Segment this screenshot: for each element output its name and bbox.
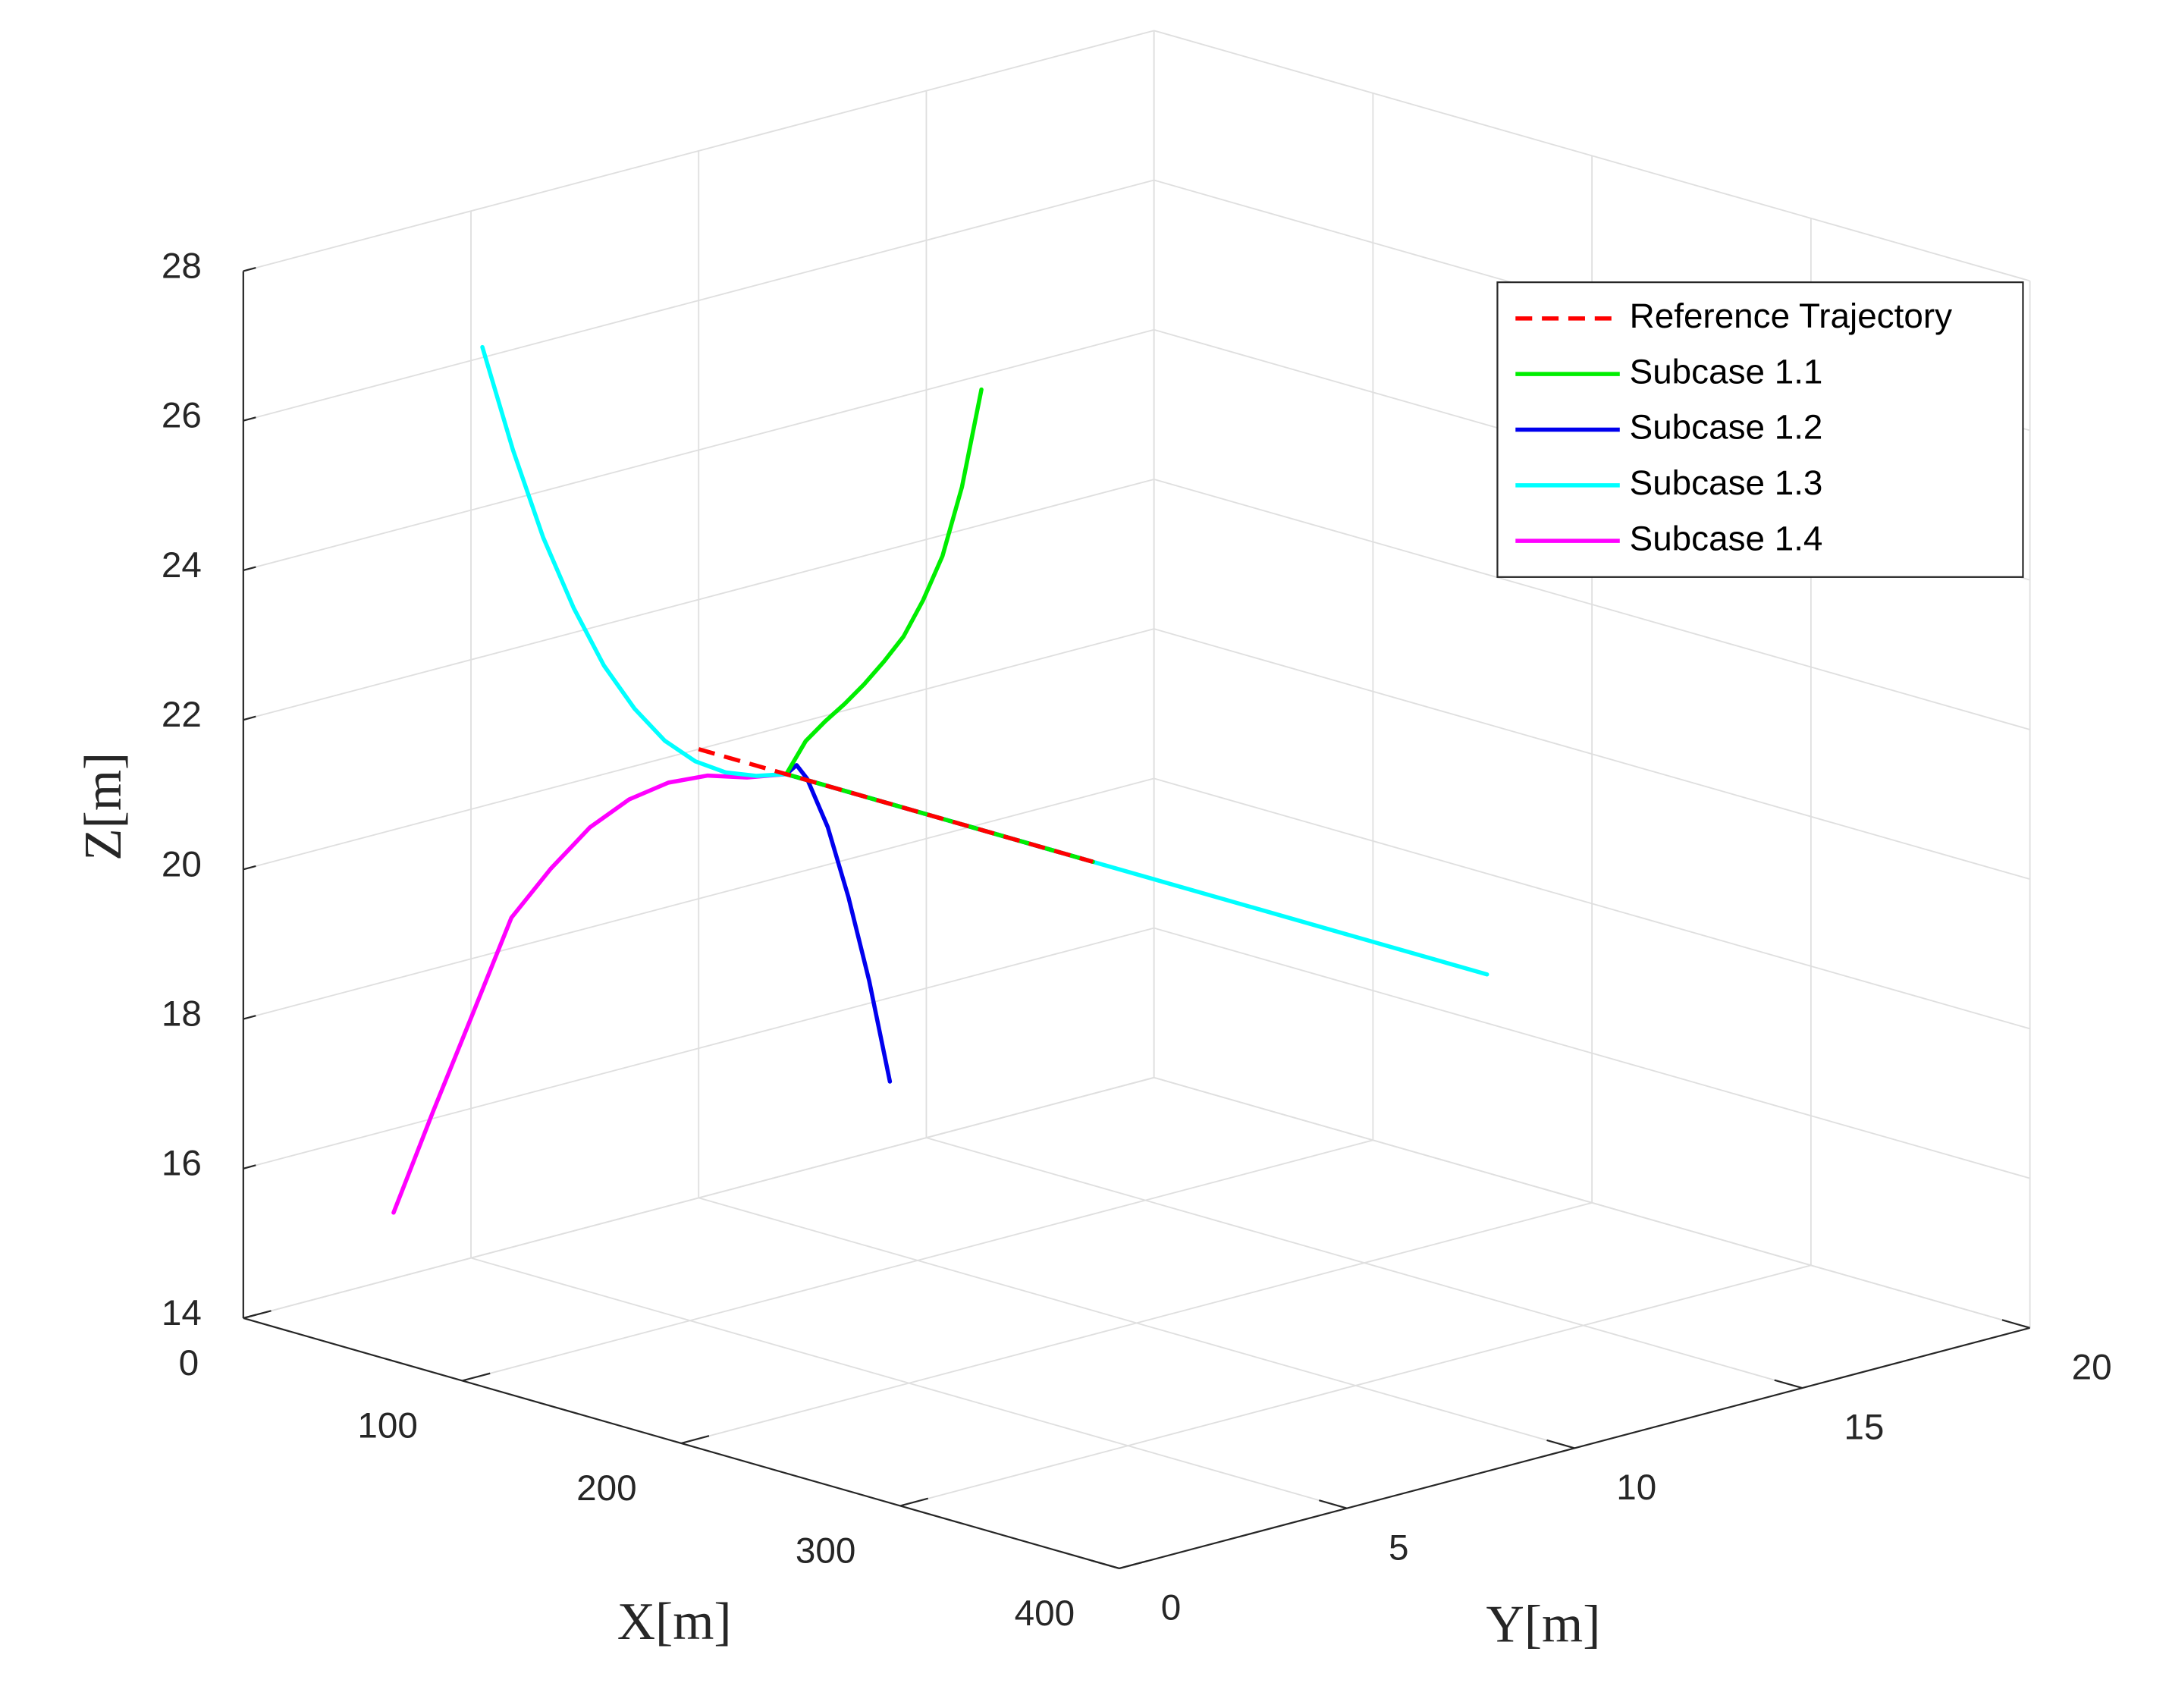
- y-tick-label: 5: [1389, 1527, 1409, 1568]
- grid-line: [899, 1264, 1812, 1507]
- x-tick: [462, 1372, 491, 1382]
- z-tick-label: 28: [162, 246, 202, 286]
- legend-label: Subcase 1.2: [1630, 408, 1823, 447]
- legend-label: Subcase 1.1: [1630, 352, 1823, 391]
- x-tick-label: 300: [796, 1531, 856, 1571]
- y-tick: [1546, 1439, 1575, 1449]
- lines: [391, 344, 1489, 1215]
- x-tick-label: 100: [357, 1405, 418, 1446]
- legend-label: Subcase 1.4: [1630, 519, 1823, 557]
- y-tick: [1319, 1499, 1348, 1509]
- y-tick-label: 15: [1844, 1408, 1884, 1448]
- z-tick: [243, 416, 256, 422]
- x-tick: [899, 1497, 929, 1507]
- plot-area: 14 16 18 20 22 24 26 28 0 100 200 300 400 0 5 10 15 20 Re…: [74, 30, 2112, 1654]
- y-axis-title: Y[m]: [1486, 1596, 1601, 1654]
- z-tick-label: 22: [162, 695, 202, 735]
- x-tick: [243, 1310, 272, 1320]
- z-tick-label: 14: [162, 1293, 202, 1333]
- z-tick: [243, 715, 256, 721]
- y-tick: [1091, 1559, 1120, 1570]
- y-tick-label: 10: [1616, 1468, 1656, 1508]
- z-tick-label: 26: [162, 396, 202, 436]
- z-tick: [243, 1015, 256, 1020]
- grid-line: [243, 1076, 1154, 1319]
- z-axis-title: Z[m]: [74, 752, 133, 861]
- legend: Reference Trajectory Subcase 1.1 Subcase 1…: [1496, 281, 2024, 578]
- legend-label: Subcase 1.3: [1630, 463, 1823, 502]
- z-tick-label: 24: [162, 545, 202, 586]
- trajectory-line: [480, 344, 1489, 977]
- z-tick-label: 16: [162, 1144, 202, 1184]
- y-tick-label: 20: [2072, 1347, 2112, 1387]
- grid-line: [462, 1139, 1373, 1382]
- z-tick: [243, 865, 256, 871]
- x-tick-label: 200: [576, 1468, 637, 1509]
- z-tick-label: 20: [162, 844, 202, 884]
- z-tick-label: 18: [162, 994, 202, 1034]
- x-tick-label: 400: [1015, 1593, 1075, 1634]
- grid-line: [681, 1201, 1593, 1444]
- x-tick: [681, 1435, 710, 1445]
- x-tick: [1119, 1560, 1147, 1570]
- y-tick: [2001, 1319, 2030, 1329]
- trajectory-line: [783, 387, 1095, 865]
- legend-label: Reference Trajectory: [1630, 297, 1952, 335]
- z-tick: [243, 1164, 256, 1170]
- trajectory-line: [698, 747, 1094, 864]
- axes: 14 16 18 20 22 24 26 28 0 100 200 300 400 0 5 10 15 20: [162, 246, 2112, 1633]
- z-tick: [243, 566, 256, 571]
- y-tick-label: 0: [1161, 1588, 1182, 1628]
- z-tick: [243, 267, 256, 272]
- x-tick-label: 0: [179, 1343, 199, 1383]
- x-axis-title: X[m]: [617, 1593, 732, 1651]
- y-tick: [1774, 1379, 1803, 1389]
